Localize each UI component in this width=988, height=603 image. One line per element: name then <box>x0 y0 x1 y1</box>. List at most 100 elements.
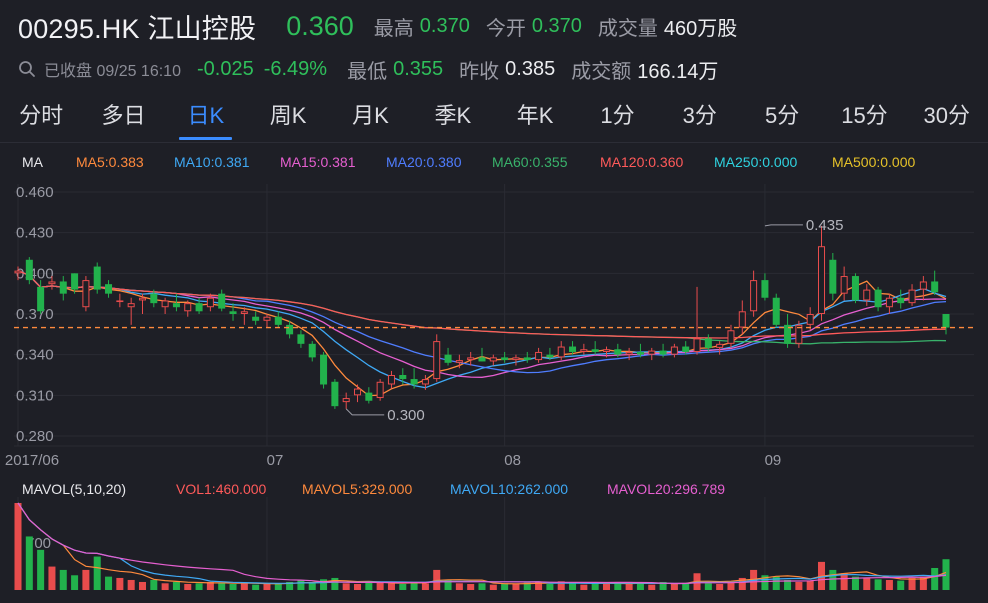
mavol10-legend: MAVOL10:262.000 <box>450 481 569 497</box>
volume-bar <box>82 569 90 590</box>
volume-bar <box>331 577 339 590</box>
volume-bar <box>693 573 701 590</box>
volume-bar <box>931 567 939 590</box>
tab-3min[interactable]: 3分 <box>682 103 717 128</box>
candle-body <box>410 379 418 385</box>
ma-legend-title: MA <box>22 154 43 170</box>
tab-quarter[interactable]: 季K <box>434 103 472 128</box>
volume-bar <box>738 577 746 590</box>
volume-bar <box>580 584 588 590</box>
volume-bar <box>127 579 135 590</box>
candle-body <box>512 357 520 361</box>
ma5-legend: MA5:0.383 <box>76 154 144 170</box>
mavol5-legend: MAVOL5:329.000 <box>302 481 413 497</box>
candle-body <box>942 314 950 328</box>
candle-body <box>478 357 486 362</box>
x-tick-label: 09 <box>765 452 782 469</box>
volume-bar <box>546 583 554 590</box>
candle-body <box>569 346 577 352</box>
volume-bar <box>614 581 622 590</box>
mavol-legend-title: MAVOL(5,10,20) <box>22 481 127 497</box>
tab-year[interactable]: 年K <box>516 103 554 128</box>
tab-1min[interactable]: 1分 <box>600 103 635 128</box>
candle-body <box>195 303 203 312</box>
volume-bar <box>455 583 463 590</box>
candle-body <box>252 316 260 321</box>
open-value: 0.370 <box>531 14 582 37</box>
volume-bar <box>795 581 803 590</box>
tab-30min[interactable]: 30分 <box>923 103 971 128</box>
volume-bar <box>467 583 475 590</box>
candle-body <box>184 303 192 312</box>
volume-bar <box>750 569 758 590</box>
y-tick-label: 0.370 <box>16 306 54 323</box>
volume-bar <box>716 583 724 590</box>
tab-day[interactable]: 日K <box>165 94 247 140</box>
volume-bar <box>206 581 214 590</box>
high-value: 0.370 <box>419 14 470 37</box>
annotation-leader <box>345 408 385 416</box>
stock-symbol: 00295.HK 江山控股 <box>18 13 257 44</box>
volume-bar <box>636 583 644 590</box>
candle-body <box>546 354 554 358</box>
tab-5min[interactable]: 5分 <box>764 103 800 128</box>
volume-bar <box>184 583 192 590</box>
volume-bar <box>399 583 407 590</box>
candle-body <box>648 350 656 355</box>
ma20-line <box>17 270 947 374</box>
volume-bar <box>727 581 735 590</box>
volume-bar <box>229 583 237 590</box>
volume-bar <box>240 583 248 590</box>
ma60-line <box>17 270 947 345</box>
y-tick-label: 0.310 <box>16 387 54 404</box>
candle-body <box>829 259 837 294</box>
volume-bar <box>591 583 599 590</box>
tab-15min[interactable]: 15分 <box>841 103 888 128</box>
candle-body <box>444 354 452 363</box>
ma60-legend: MA60:0.355 <box>492 154 568 170</box>
volume-bar <box>25 536 33 590</box>
ma10-line <box>17 270 947 389</box>
candle-body <box>229 311 237 314</box>
tab-week[interactable]: 周K <box>269 103 307 128</box>
candle-body <box>376 381 384 399</box>
candle-body <box>263 316 271 321</box>
volume-bar <box>354 583 362 590</box>
volume-bar <box>172 581 180 590</box>
candle-body <box>693 338 701 352</box>
candle-body <box>387 375 395 385</box>
period-tabs: 分时 多日 日K 周K 月K 季K 年K 1分 3分 5分 15分 30分 <box>0 94 988 140</box>
candle-body <box>897 297 905 304</box>
candle-body <box>467 357 475 361</box>
ma5-line <box>17 270 947 397</box>
candle-body <box>25 259 33 281</box>
volume-bar <box>218 582 226 590</box>
ma15-legend: MA15:0.381 <box>280 154 356 170</box>
candle-body <box>172 303 180 308</box>
x-tick-label: 2017/06 <box>5 452 59 469</box>
search-icon[interactable] <box>18 60 36 78</box>
candle-body <box>738 311 746 328</box>
tab-time[interactable]: 分时 <box>19 103 64 128</box>
y-tick-label: 0.460 <box>16 184 54 201</box>
turnover-value: 166.14万 <box>637 60 719 83</box>
candle-body <box>37 286 45 312</box>
candle-body <box>421 379 429 385</box>
annotation-label: 0.435 <box>806 217 844 234</box>
volume-bar <box>818 561 826 590</box>
price-change-pct: -6.49% <box>263 57 328 80</box>
volume-bar <box>286 581 294 590</box>
volume-bar <box>625 583 633 590</box>
candle-body <box>795 324 803 344</box>
candle-body <box>682 346 690 352</box>
candle-body <box>919 281 927 290</box>
candle-body <box>750 280 758 312</box>
tab-month[interactable]: 月K <box>352 103 389 128</box>
tab-multiday[interactable]: 多日 <box>101 103 146 128</box>
volume-bar <box>919 576 927 590</box>
candle-body <box>908 289 916 304</box>
candle-body <box>48 281 56 285</box>
volume-bar <box>116 577 124 590</box>
candle-body <box>727 330 735 344</box>
